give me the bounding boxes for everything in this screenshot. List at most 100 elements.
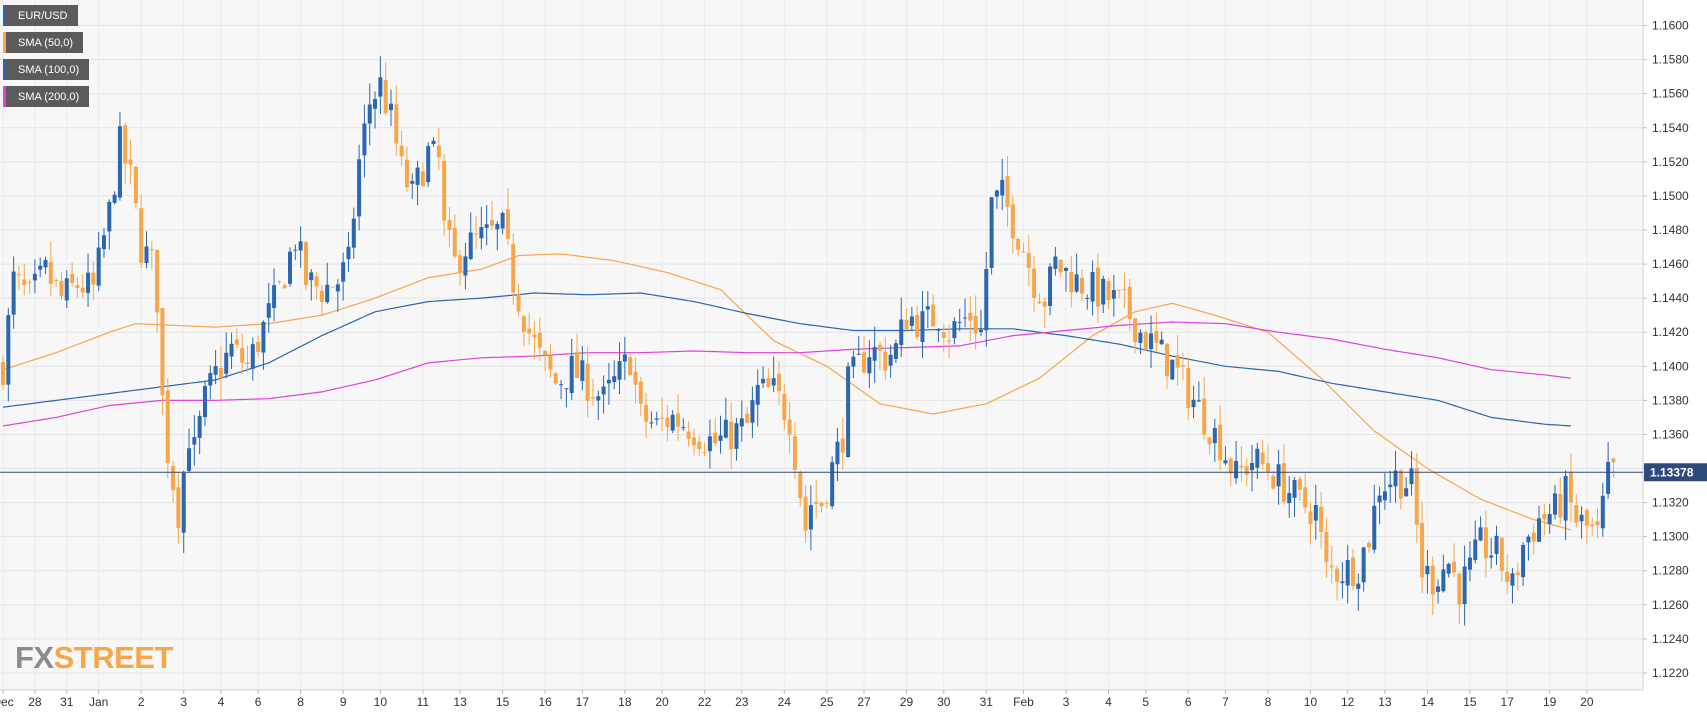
x-tick-label: 5 <box>1142 695 1149 709</box>
candle-body <box>1510 573 1515 586</box>
candle-body <box>803 496 808 531</box>
candle-body <box>1079 277 1084 294</box>
candle-body <box>245 362 250 364</box>
candle-body <box>1037 301 1042 304</box>
candle-body <box>1409 468 1414 485</box>
legend-label: EUR/USD <box>18 9 68 22</box>
legend-swatch <box>3 32 6 53</box>
candle-body <box>707 436 712 452</box>
candle-body <box>266 303 271 318</box>
candle-body <box>1595 521 1600 526</box>
candle-body <box>824 502 829 504</box>
candle-body <box>1505 571 1510 582</box>
candle-body <box>378 77 383 97</box>
y-tick-label: 1.1540 <box>1652 121 1689 135</box>
x-tick-label: 31 <box>980 695 994 709</box>
legend: EUR/USD SMA (50,0) SMA (100,0) SMA (200,… <box>3 5 90 113</box>
candle-body <box>936 329 941 331</box>
candle-body <box>1122 288 1127 290</box>
candle-body <box>782 393 787 421</box>
x-tick-label: 7 <box>1222 695 1229 709</box>
candle-body <box>1271 475 1276 489</box>
legend-item-sma100[interactable]: SMA (100,0) <box>3 59 90 80</box>
candle-body <box>1186 368 1191 409</box>
x-tick-label: 15 <box>496 695 510 709</box>
candle-body <box>1446 563 1451 574</box>
candle-body <box>383 80 388 114</box>
x-tick-label: 15 <box>1463 695 1477 709</box>
candle-body <box>224 352 229 374</box>
candle-body <box>559 384 564 386</box>
candle-body <box>1467 557 1472 570</box>
candle-body <box>994 190 999 197</box>
candle-body <box>452 227 457 257</box>
candle-body <box>165 390 170 464</box>
candle-body <box>1117 289 1122 291</box>
candle-body <box>1552 493 1557 515</box>
candle-body <box>1228 458 1233 474</box>
candle-body <box>872 347 877 361</box>
legend-item-sma50[interactable]: SMA (50,0) <box>3 32 84 53</box>
candle-body <box>925 306 930 310</box>
candle-body <box>261 321 266 353</box>
candle-body <box>521 316 526 332</box>
candle-body <box>989 197 994 268</box>
candle-body <box>1377 495 1382 503</box>
candle-body <box>1101 278 1106 305</box>
sma-line <box>2 292 1571 427</box>
candle-body <box>107 201 112 232</box>
candle-body <box>1053 256 1058 269</box>
candle-body <box>229 343 234 357</box>
candle-body <box>915 315 920 338</box>
candle-body <box>1457 573 1462 605</box>
candle-body <box>11 271 16 315</box>
candle-body <box>1 361 5 386</box>
candle-body <box>484 224 489 228</box>
candle-body <box>96 247 101 286</box>
y-tick-label: 1.1440 <box>1652 291 1689 305</box>
candle-body <box>474 233 479 235</box>
y-tick-label: 1.1280 <box>1652 564 1689 578</box>
candle-body <box>288 251 293 284</box>
candle-body <box>1430 565 1435 595</box>
legend-item-sma200[interactable]: SMA (200,0) <box>3 86 90 107</box>
candle-body <box>1281 463 1286 502</box>
candle-body <box>1260 452 1265 465</box>
candle-body <box>681 427 686 429</box>
candle-body <box>277 281 282 283</box>
x-tick-label: 24 <box>778 695 792 709</box>
candle-body <box>1048 266 1053 306</box>
candle-body <box>622 354 627 362</box>
candle-body <box>1255 448 1260 468</box>
candle-body <box>410 180 415 184</box>
candle-body <box>867 357 872 374</box>
candle-body <box>808 505 813 530</box>
x-tick-label: 14 <box>1421 695 1435 709</box>
candle-body <box>54 279 59 282</box>
candle-body <box>755 385 760 405</box>
x-tick-label: 3 <box>180 695 187 709</box>
candle-body <box>888 354 893 366</box>
candle-body <box>458 255 463 273</box>
candle-body <box>1382 491 1387 501</box>
legend-item-eurusd[interactable]: EUR/USD <box>3 5 78 26</box>
candle-body <box>351 218 356 248</box>
candle-body <box>1489 555 1494 558</box>
candle-body <box>500 212 505 229</box>
candle-body <box>1563 475 1568 521</box>
candle-body <box>840 438 845 453</box>
candle-body <box>883 352 888 371</box>
candle-body <box>899 319 904 345</box>
candle-body <box>101 235 106 250</box>
candle-body <box>1234 461 1239 479</box>
candle-body <box>877 344 882 351</box>
legend-label: SMA (100,0) <box>18 63 80 76</box>
candle-body <box>1143 332 1148 350</box>
candle-body <box>1303 487 1308 508</box>
x-tick-label: 6 <box>1185 695 1192 709</box>
candle-body <box>1164 343 1169 377</box>
candle-body <box>80 287 85 293</box>
x-tick-label: 2 <box>138 695 145 709</box>
candle-body <box>1212 427 1217 444</box>
